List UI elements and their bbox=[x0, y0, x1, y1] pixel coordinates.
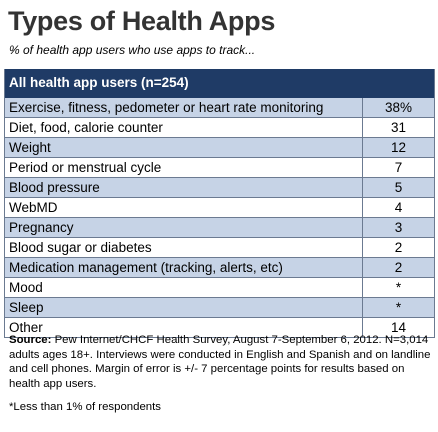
row-label: Blood sugar or diabetes bbox=[5, 238, 363, 257]
row-value: 31 bbox=[390, 120, 407, 135]
source-text: Pew Internet/CHCF Health Survey, August … bbox=[9, 334, 431, 390]
row-value: * bbox=[395, 280, 402, 295]
source-label: Source: bbox=[9, 334, 52, 346]
row-label: Blood pressure bbox=[5, 178, 363, 197]
table-header: All health app users (n=254) bbox=[5, 69, 434, 98]
page-subtitle: % of health app users who use apps to tr… bbox=[9, 43, 256, 57]
row-value: 2 bbox=[394, 260, 403, 275]
page-title: Types of Health Apps bbox=[8, 6, 276, 36]
table-row: Pregnancy 3 bbox=[5, 217, 434, 237]
row-value: 2 bbox=[394, 240, 403, 255]
row-value: 4 bbox=[394, 200, 403, 215]
table-body: Exercise, fitness, pedometer or heart ra… bbox=[5, 98, 434, 337]
row-label: Weight bbox=[5, 138, 363, 157]
row-value: 3 bbox=[394, 220, 403, 235]
row-label: Other bbox=[5, 318, 363, 337]
row-label: Medication management (tracking, alerts,… bbox=[5, 258, 363, 277]
row-label: Pregnancy bbox=[5, 218, 363, 237]
table-row: Exercise, fitness, pedometer or heart ra… bbox=[5, 98, 434, 117]
table-row: Blood sugar or diabetes 2 bbox=[5, 237, 434, 257]
source-note: Source: Pew Internet/CHCF Health Survey,… bbox=[9, 333, 433, 391]
row-value: 5 bbox=[394, 180, 403, 195]
table-row: Other 14 bbox=[5, 317, 434, 337]
table-row: Blood pressure 5 bbox=[5, 177, 434, 197]
row-label: WebMD bbox=[5, 198, 363, 217]
row-value: 14 bbox=[390, 320, 407, 335]
table-row: Sleep * bbox=[5, 297, 434, 317]
table-row: Period or menstrual cycle 7 bbox=[5, 157, 434, 177]
table-row: Weight 12 bbox=[5, 137, 434, 157]
row-value: 12 bbox=[390, 140, 407, 155]
data-table: All health app users (n=254) Exercise, f… bbox=[4, 69, 435, 338]
table-row: Mood * bbox=[5, 277, 434, 297]
row-label: Diet, food, calorie counter bbox=[5, 118, 363, 137]
row-value: 38% bbox=[384, 100, 413, 115]
row-label: Sleep bbox=[5, 298, 363, 317]
table-row: WebMD 4 bbox=[5, 197, 434, 217]
row-label: Period or menstrual cycle bbox=[5, 158, 363, 177]
footnote: *Less than 1% of respondents bbox=[9, 401, 161, 413]
row-label: Exercise, fitness, pedometer or heart ra… bbox=[5, 98, 363, 117]
table-row: Diet, food, calorie counter 31 bbox=[5, 117, 434, 137]
table-row: Medication management (tracking, alerts,… bbox=[5, 257, 434, 277]
row-label: Mood bbox=[5, 278, 363, 297]
row-value: 7 bbox=[394, 160, 403, 175]
row-value: * bbox=[395, 300, 402, 315]
